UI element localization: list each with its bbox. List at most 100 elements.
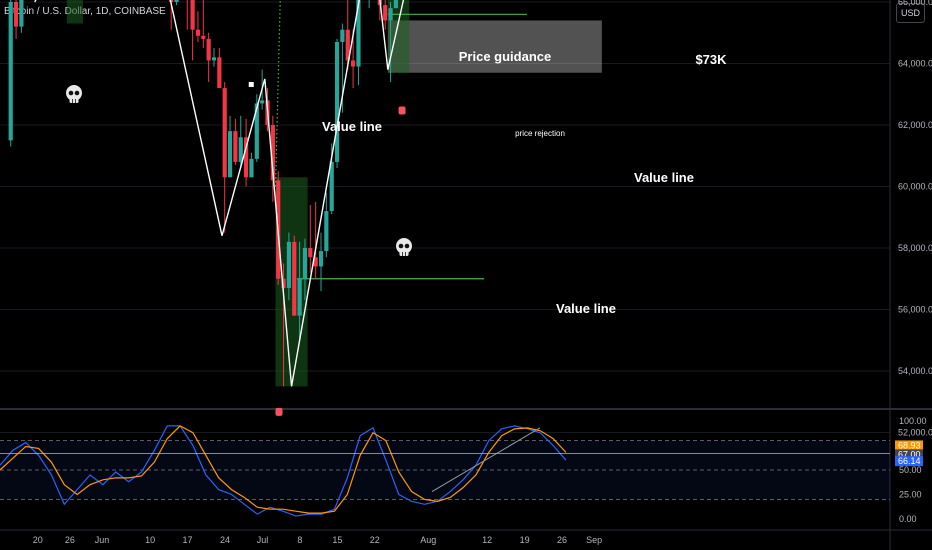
candle <box>190 0 195 30</box>
candle <box>329 161 334 212</box>
candle <box>19 0 24 27</box>
candle <box>249 158 254 178</box>
skull-icon <box>396 238 412 256</box>
candle <box>281 278 286 288</box>
candle <box>340 29 345 42</box>
osc-value: 67.00 <box>898 449 921 459</box>
candle <box>286 241 291 288</box>
candle <box>227 131 233 178</box>
candle <box>195 29 201 36</box>
candle <box>270 125 275 181</box>
candle <box>174 0 179 2</box>
time-tick: 22 <box>370 535 380 545</box>
skull-icon <box>66 85 82 103</box>
candle <box>217 57 222 89</box>
candle <box>297 278 302 316</box>
candle <box>211 57 217 61</box>
time-tick: 24 <box>220 535 230 545</box>
candle <box>222 88 227 178</box>
time-tick: 17 <box>183 535 193 545</box>
osc-value-tag <box>895 440 923 451</box>
candle <box>393 0 398 9</box>
osc-value-tag <box>895 449 923 460</box>
time-tick: 8 <box>297 535 302 545</box>
time-tick: Sep <box>586 535 602 545</box>
osc-value: 68.93 <box>898 440 921 450</box>
stoch-k-line <box>0 425 567 517</box>
highlight-box-1 <box>66 0 83 24</box>
candle <box>345 29 350 61</box>
price-tick: 58,000.00 <box>898 243 932 253</box>
price-rejection-label: price rejection <box>515 129 565 138</box>
time-tick: 26 <box>557 535 567 545</box>
value-line-label-2: Value line <box>634 170 694 185</box>
drawings <box>34 0 412 416</box>
candle <box>318 251 324 267</box>
time-tick: Aug <box>420 535 436 545</box>
flag-icon <box>275 407 283 416</box>
candle <box>383 5 388 21</box>
candle <box>244 137 249 178</box>
candles <box>8 0 398 387</box>
highlight-box-2 <box>275 177 308 387</box>
time-tick: Jun <box>95 535 110 545</box>
time-tick: 26 <box>65 535 75 545</box>
value-lines <box>296 13 527 280</box>
axes: 76,000.0074,000.0072,000.0070,000.0068,0… <box>33 0 932 545</box>
candle <box>308 248 313 258</box>
stoch-d-line <box>0 425 567 514</box>
osc-tick: 100.00 <box>899 416 927 426</box>
osc-value-tag <box>895 456 923 467</box>
candle <box>302 248 308 279</box>
candle <box>351 60 356 67</box>
candle <box>313 257 318 267</box>
candle <box>388 8 393 21</box>
target-label: $73K <box>695 52 727 67</box>
flag-icon <box>398 106 406 115</box>
price-tick: 56,000.00 <box>898 305 932 315</box>
price-tick: 64,000.00 <box>898 59 932 69</box>
price-tick: 52,000.00 <box>898 428 932 438</box>
osc-tick: 50.00 <box>899 465 922 475</box>
candle <box>238 137 243 162</box>
guidance-path <box>274 0 281 187</box>
highlight-box-3 <box>387 0 410 73</box>
currency-button[interactable]: USD <box>896 3 925 23</box>
candle <box>292 241 297 316</box>
candle <box>13 2 19 27</box>
price-tick: 62,000.00 <box>898 120 932 130</box>
zones <box>66 0 602 387</box>
chart-title: Bitcoin / U.S. Dollar, 1D, COINBASE <box>4 6 166 17</box>
price-tick: 60,000.00 <box>898 182 932 192</box>
marker <box>248 81 254 87</box>
osc-tick: 25.00 <box>899 490 922 500</box>
osc-tick: 0.00 <box>899 514 917 524</box>
candle <box>206 38 211 61</box>
value-line-label-1: Value line <box>322 119 382 134</box>
value-line-label-3: Value line <box>556 301 616 316</box>
price-tick: 66,000.00 <box>898 0 932 7</box>
oscillator <box>0 425 890 517</box>
candle <box>254 103 259 159</box>
candle <box>324 211 329 252</box>
osc-value: 66.14 <box>898 456 921 466</box>
candle <box>356 0 361 67</box>
time-tick: 19 <box>520 535 530 545</box>
candle <box>334 41 340 162</box>
candle <box>233 131 238 162</box>
price-guidance-label: Price guidance <box>459 49 551 64</box>
zone-2 <box>387 20 602 73</box>
price-tick: 54,000.00 <box>898 366 932 376</box>
time-tick: Jul <box>257 535 269 545</box>
time-tick: 20 <box>33 535 43 545</box>
time-tick: 15 <box>332 535 342 545</box>
osc-trendline <box>431 427 541 492</box>
time-tick: 10 <box>145 535 155 545</box>
candle <box>8 2 13 141</box>
projection-path <box>34 0 405 387</box>
candle <box>201 35 206 39</box>
candle <box>260 100 265 104</box>
time-tick: 12 <box>482 535 492 545</box>
